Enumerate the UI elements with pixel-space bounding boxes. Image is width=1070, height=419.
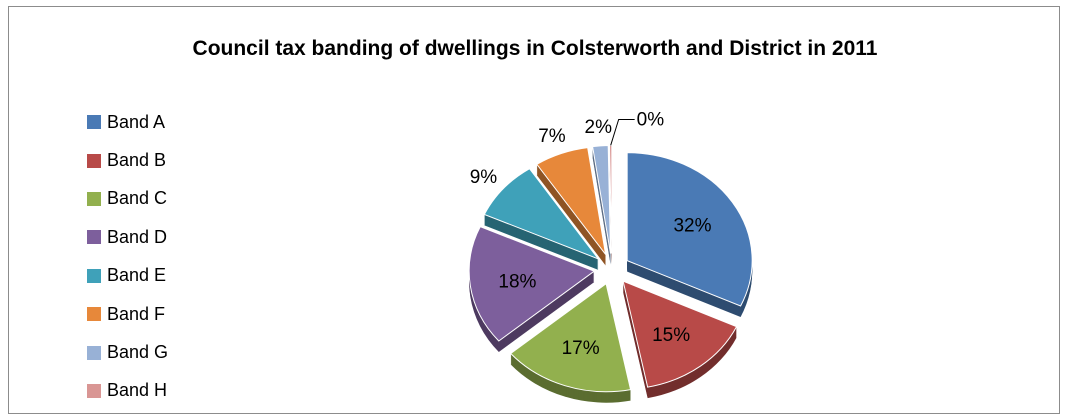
legend-swatch-band-c <box>87 191 101 206</box>
data-label-band-c: 17% <box>562 338 600 359</box>
legend-label-band-d: Band D <box>107 226 168 247</box>
pie-slice-band-c <box>509 282 632 393</box>
legend-item-band-f: Band F <box>87 295 168 333</box>
legend-label-band-h: Band H <box>107 380 168 401</box>
legend-label-band-a: Band A <box>107 111 166 132</box>
data-label-band-d: 18% <box>498 271 536 292</box>
legend-label-band-c: Band C <box>107 188 168 209</box>
legend-swatch-band-f <box>87 307 101 322</box>
pie-slice-band-h <box>608 144 613 254</box>
legend-swatch-band-g <box>87 345 101 360</box>
legend-swatch-band-e <box>87 268 101 283</box>
leader-line-band-h <box>610 118 635 146</box>
legend-item-band-h: Band H <box>87 372 168 410</box>
legend-swatch-band-h <box>87 383 101 398</box>
legend-label-band-f: Band F <box>107 303 166 324</box>
data-label-band-b: 15% <box>652 325 690 346</box>
legend-item-band-g: Band G <box>87 333 168 371</box>
pie-slice-band-d <box>468 226 596 342</box>
legend-swatch-band-d <box>87 230 101 245</box>
legend-label-band-g: Band G <box>107 342 169 363</box>
legend-swatch-band-b <box>87 153 101 168</box>
data-label-band-h: 0% <box>637 109 665 130</box>
data-label-band-f: 7% <box>538 126 566 147</box>
chart-frame: Council tax banding of dwellings in Cols… <box>8 6 1060 414</box>
pie-chart: 32% 15% 17% 18% 9% 7% 2% 0% <box>468 109 753 403</box>
pie-slice-band-e <box>483 168 600 261</box>
legend-item-band-d: Band D <box>87 218 168 256</box>
data-label-band-e: 9% <box>470 167 498 188</box>
legend-item-band-e: Band E <box>87 257 168 295</box>
legend-item-band-b: Band B <box>87 141 168 179</box>
chart-title: Council tax banding of dwellings in Cols… <box>192 37 878 60</box>
legend-item-band-c: Band C <box>87 180 168 218</box>
legend-item-band-a: Band A <box>87 103 168 141</box>
data-label-band-a: 32% <box>673 216 711 237</box>
legend-label-band-e: Band E <box>107 265 167 286</box>
pie-slice-band-b <box>622 280 738 388</box>
pie-slice-band-f <box>536 147 607 255</box>
pie-slice-band-g <box>592 145 612 254</box>
chart-legend: Band A Band B Band C Band D Band E Band … <box>87 103 168 410</box>
data-label-band-g: 2% <box>585 117 613 138</box>
legend-swatch-band-a <box>87 115 101 130</box>
pie-slice-band-a <box>626 152 753 307</box>
legend-label-band-b: Band B <box>107 150 167 171</box>
